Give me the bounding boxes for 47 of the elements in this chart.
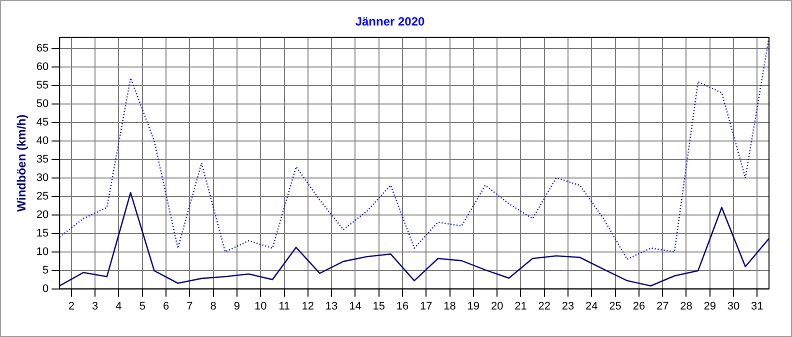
y-tick-label: 40 <box>36 134 49 147</box>
x-tick-label: 12 <box>302 300 314 312</box>
x-tick-label: 7 <box>186 300 193 312</box>
y-tick-label: 0 <box>42 282 49 295</box>
y-tick-label: 50 <box>36 98 49 110</box>
x-tick-label: 9 <box>234 300 240 312</box>
x-tick-label: 16 <box>396 300 409 312</box>
x-tick-label: 8 <box>210 300 216 312</box>
x-tick-label: 15 <box>372 300 385 312</box>
x-tick-label: 10 <box>254 300 267 312</box>
y-tick-label: 35 <box>36 153 49 166</box>
y-tick-label: 60 <box>36 61 49 74</box>
x-tick-label: 17 <box>420 300 432 312</box>
y-tick-label: 5 <box>42 264 49 276</box>
y-tick-label: 20 <box>36 208 49 221</box>
x-tick-label: 6 <box>162 300 170 312</box>
x-tick-label: 21 <box>514 300 527 312</box>
x-tick-label: 11 <box>278 300 290 312</box>
x-tick-label: 18 <box>444 300 456 312</box>
x-tick-label: 14 <box>349 300 362 312</box>
x-tick-label: 29 <box>704 300 716 312</box>
x-tick-label: 3 <box>92 300 98 312</box>
y-tick-label: 25 <box>36 190 49 202</box>
y-tick-label: 10 <box>36 246 49 258</box>
x-tick-label: 20 <box>490 300 504 312</box>
y-tick-label: 45 <box>36 116 49 128</box>
x-tick-label: 19 <box>467 300 480 312</box>
x-tick-label: 24 <box>586 300 598 312</box>
x-tick-label: 13 <box>325 300 338 312</box>
chart-title: Jänner 2020 <box>355 14 426 29</box>
x-tick-label: 26 <box>632 300 646 312</box>
x-tick-label: 30 <box>727 300 740 312</box>
line-series <box>60 37 769 260</box>
y-tick-label: 55 <box>36 79 49 92</box>
x-tick-label: 22 <box>538 300 550 312</box>
x-tick-label: 28 <box>680 300 692 312</box>
x-tick-label: 27 <box>656 300 669 312</box>
x-tick-label: 31 <box>751 300 764 312</box>
x-tick-label: 5 <box>139 300 146 312</box>
y-tick-label: 15 <box>36 227 49 240</box>
y-tick-label: 30 <box>36 172 49 184</box>
x-tick-label: 4 <box>116 300 122 312</box>
x-tick-label: 25 <box>609 300 622 312</box>
x-tick-label: 2 <box>68 300 75 312</box>
y-axis-title: Windböen (km/h) <box>14 114 29 212</box>
y-tick-label: 65 <box>36 42 49 55</box>
x-tick-label: 23 <box>562 300 574 312</box>
